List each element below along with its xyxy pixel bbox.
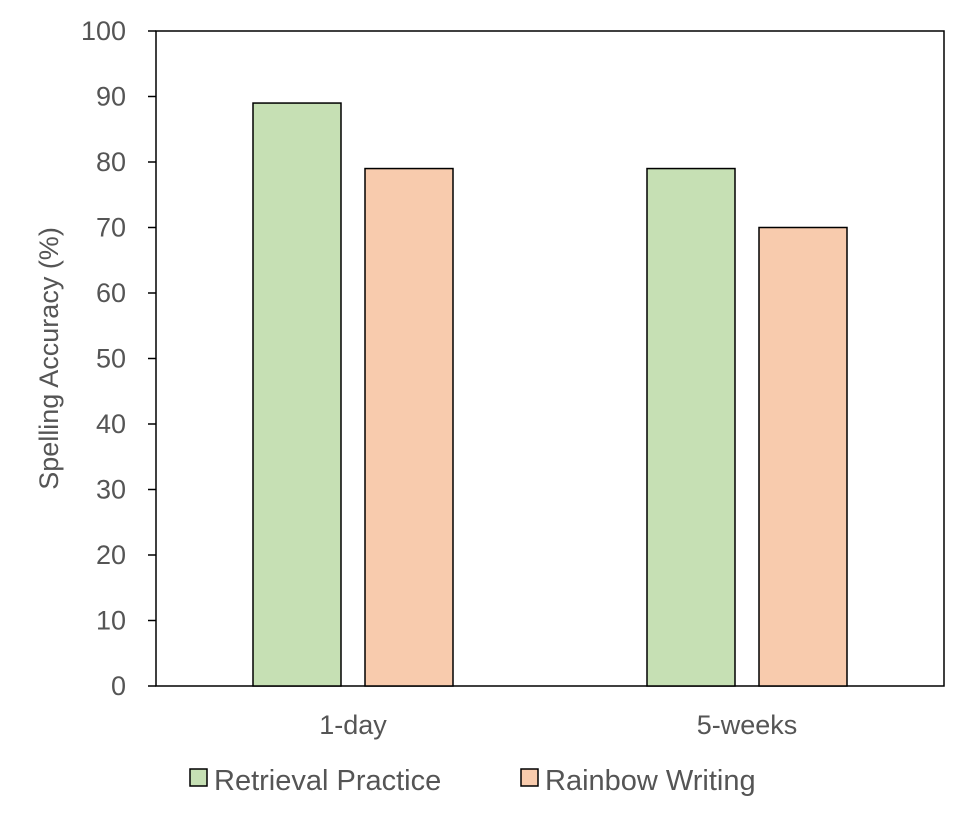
y-tick-label: 40 xyxy=(96,409,126,439)
legend-swatch xyxy=(189,768,208,787)
y-tick-label: 0 xyxy=(111,671,126,701)
y-tick-label: 30 xyxy=(96,475,126,505)
legend: Retrieval Practice Rainbow Writing xyxy=(189,765,756,797)
y-tick-label: 100 xyxy=(81,16,126,46)
bar-retrieval-practice-1-day xyxy=(252,102,342,687)
y-tick-label: 70 xyxy=(96,213,126,243)
y-tick-label: 60 xyxy=(96,278,126,308)
legend-label: Retrieval Practice xyxy=(214,765,441,797)
y-axis-ticks: 0 10 20 30 40 50 60 70 80 90 100 xyxy=(81,16,156,701)
y-tick-label: 50 xyxy=(96,344,126,374)
y-tick-label: 20 xyxy=(96,540,126,570)
x-tick-label: 1-day xyxy=(319,710,387,740)
x-tick-label: 5-weeks xyxy=(697,710,798,740)
x-axis-ticks: 1-day 5-weeks xyxy=(319,710,797,740)
y-tick-label: 90 xyxy=(96,82,126,112)
y-axis-title: Spelling Accuracy (%) xyxy=(34,227,64,490)
legend-swatch xyxy=(520,768,539,787)
bar-retrieval-practice-5-weeks xyxy=(646,167,736,687)
bars-group xyxy=(252,102,848,687)
bar-rainbow-writing-1-day xyxy=(364,167,454,687)
y-tick-label: 10 xyxy=(96,606,126,636)
legend-label: Rainbow Writing xyxy=(545,765,756,797)
y-tick-label: 80 xyxy=(96,147,126,177)
bar-rainbow-writing-5-weeks xyxy=(758,226,848,687)
